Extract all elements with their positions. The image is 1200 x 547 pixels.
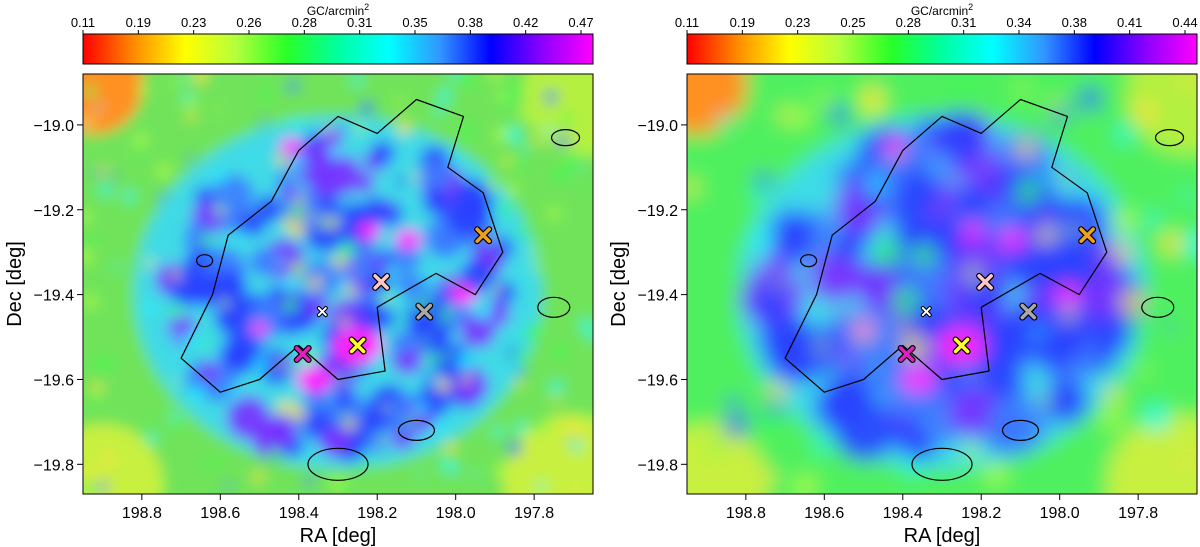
y-tick-label: −19.6 (34, 372, 75, 389)
x-tick-label: 198.4 (279, 505, 319, 522)
colorbar-tick-label: 0.41 (1117, 15, 1142, 30)
source-marker (976, 272, 995, 291)
colorbar-tick-label: 0.31 (347, 15, 372, 30)
x-tick-label: 198.8 (122, 505, 162, 522)
y-tick-label: −19.8 (638, 457, 679, 474)
colorbar-tick-label: 0.38 (458, 15, 483, 30)
source-marker (316, 306, 328, 318)
y-tick-label: −19.2 (34, 203, 75, 220)
source-marker (1019, 302, 1038, 321)
colorbar-tick-label: 0.19 (730, 15, 755, 30)
source-marker (372, 272, 391, 291)
source-marker (952, 336, 971, 355)
plot-frame (82, 73, 594, 495)
plot-frame (686, 73, 1198, 495)
y-tick-label: −19.4 (638, 288, 679, 305)
y-tick-label: −19.2 (638, 203, 679, 220)
chart-panel-left: 0.11 0.19 0.23 0.26 0.28 0.31 0.35 0.38 0.42 0.47… (4, 2, 594, 547)
density-contour (784, 98, 1185, 481)
colorbar-label: GC/arcmin2 (307, 2, 369, 18)
colorbar-tick-label: 0.35 (402, 15, 427, 30)
colorbar-tick-label: 0.34 (1006, 15, 1031, 30)
colorbar-tick-label: 0.28 (896, 15, 921, 30)
source-marker (293, 345, 312, 363)
colorbar-tick-label: 0.44 (1172, 15, 1197, 30)
y-axis-label: Dec [deg] (608, 241, 630, 327)
x-tick-label: 197.8 (514, 505, 554, 522)
colorbar-tick-label: 0.38 (1062, 15, 1087, 30)
colorbar-tick-label: 0.31 (951, 15, 976, 30)
colorbar-tick-label: 0.42 (513, 15, 538, 30)
colorbar (686, 33, 1198, 65)
x-tick-label: 198.6 (804, 505, 844, 522)
x-tick-label: 198.2 (357, 505, 397, 522)
source-marker (920, 306, 932, 318)
colorbar-tick-label: 0.11 (71, 15, 95, 30)
density-map (687, 74, 1197, 494)
source-marker (1078, 226, 1097, 245)
x-tick-label: 197.8 (1118, 505, 1158, 522)
colorbar-tick-label: 0.23 (785, 15, 810, 30)
x-tick-label: 198.4 (883, 505, 923, 522)
x-axis-label: RA [deg] (904, 525, 981, 547)
y-tick-label: −19.6 (638, 372, 679, 389)
source-marker (897, 345, 916, 363)
y-tick-label: −19.0 (34, 118, 75, 135)
colorbar-tick-label: 0.47 (568, 15, 593, 30)
colorbar-tick-label: 0.19 (126, 15, 151, 30)
colorbar-tick-label: 0.28 (292, 15, 317, 30)
y-tick-label: −19.8 (34, 457, 75, 474)
source-marker (474, 226, 493, 245)
density-contour (180, 98, 581, 481)
colorbar-tick-label: 0.25 (840, 15, 865, 30)
x-tick-label: 198.2 (961, 505, 1001, 522)
colorbar-tick-label: 0.23 (181, 15, 206, 30)
colorbar-label: GC/arcmin2 (911, 2, 973, 18)
x-axis-label: RA [deg] (300, 525, 377, 547)
source-marker (348, 336, 367, 355)
x-tick-label: 198.0 (1040, 505, 1080, 522)
colorbar-tick-label: 0.26 (236, 15, 261, 30)
colorbar (82, 33, 594, 65)
colorbar-tick-label: 0.11 (675, 15, 699, 30)
y-tick-label: −19.0 (638, 118, 679, 135)
x-tick-label: 198.6 (200, 505, 240, 522)
x-tick-label: 198.8 (726, 505, 766, 522)
source-marker (415, 302, 434, 321)
x-tick-label: 198.0 (436, 505, 476, 522)
chart-panel-right: 0.11 0.19 0.23 0.25 0.28 0.31 0.34 0.38 0.41 0.44… (608, 2, 1198, 547)
y-tick-label: −19.4 (34, 288, 75, 305)
y-axis-label: Dec [deg] (4, 241, 26, 327)
density-map (83, 74, 593, 494)
